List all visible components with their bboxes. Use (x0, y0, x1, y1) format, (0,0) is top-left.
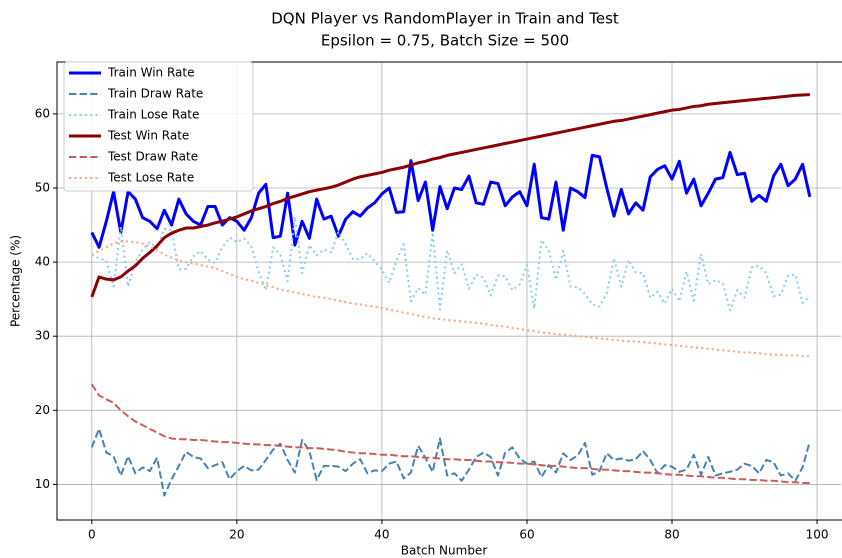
series-line (90, 150, 812, 249)
series-line (91, 240, 810, 358)
series-line (90, 427, 811, 497)
legend-label: Test Draw Rate (107, 150, 198, 164)
series-line (90, 383, 810, 484)
legend-label: Test Win Rate (107, 129, 189, 143)
y-tick-label: 20 (35, 403, 50, 417)
x-axis-label: Batch Number (401, 544, 488, 558)
legend-label: Train Lose Rate (107, 108, 199, 122)
y-axis-label: Percentage (%) (9, 235, 23, 327)
x-tick-label: 60 (519, 528, 534, 542)
series-line (90, 93, 810, 298)
y-tick-label: 30 (35, 329, 50, 343)
chart-subtitle: Epsilon = 0.75, Batch Size = 500 (321, 32, 569, 50)
y-tick-label: 40 (35, 255, 50, 269)
y-tick-label: 10 (35, 477, 50, 491)
chart-title: DQN Player vs RandomPlayer in Train and … (271, 10, 619, 28)
legend-label: Test Lose Rate (107, 171, 194, 185)
legend-label: Train Win Rate (107, 66, 194, 80)
x-tick-label: 40 (374, 528, 389, 542)
y-tick-label: 60 (35, 106, 50, 120)
legend-box (63, 61, 254, 192)
legend-label: Train Draw Rate (107, 87, 203, 101)
x-tick-label: 20 (229, 528, 244, 542)
x-tick-label: 80 (664, 528, 679, 542)
y-tick-label: 50 (35, 180, 50, 194)
plot-frame (56, 61, 842, 521)
x-tick-label: 0 (88, 528, 96, 542)
x-tick-label: 100 (806, 528, 829, 542)
series-line (91, 215, 811, 312)
